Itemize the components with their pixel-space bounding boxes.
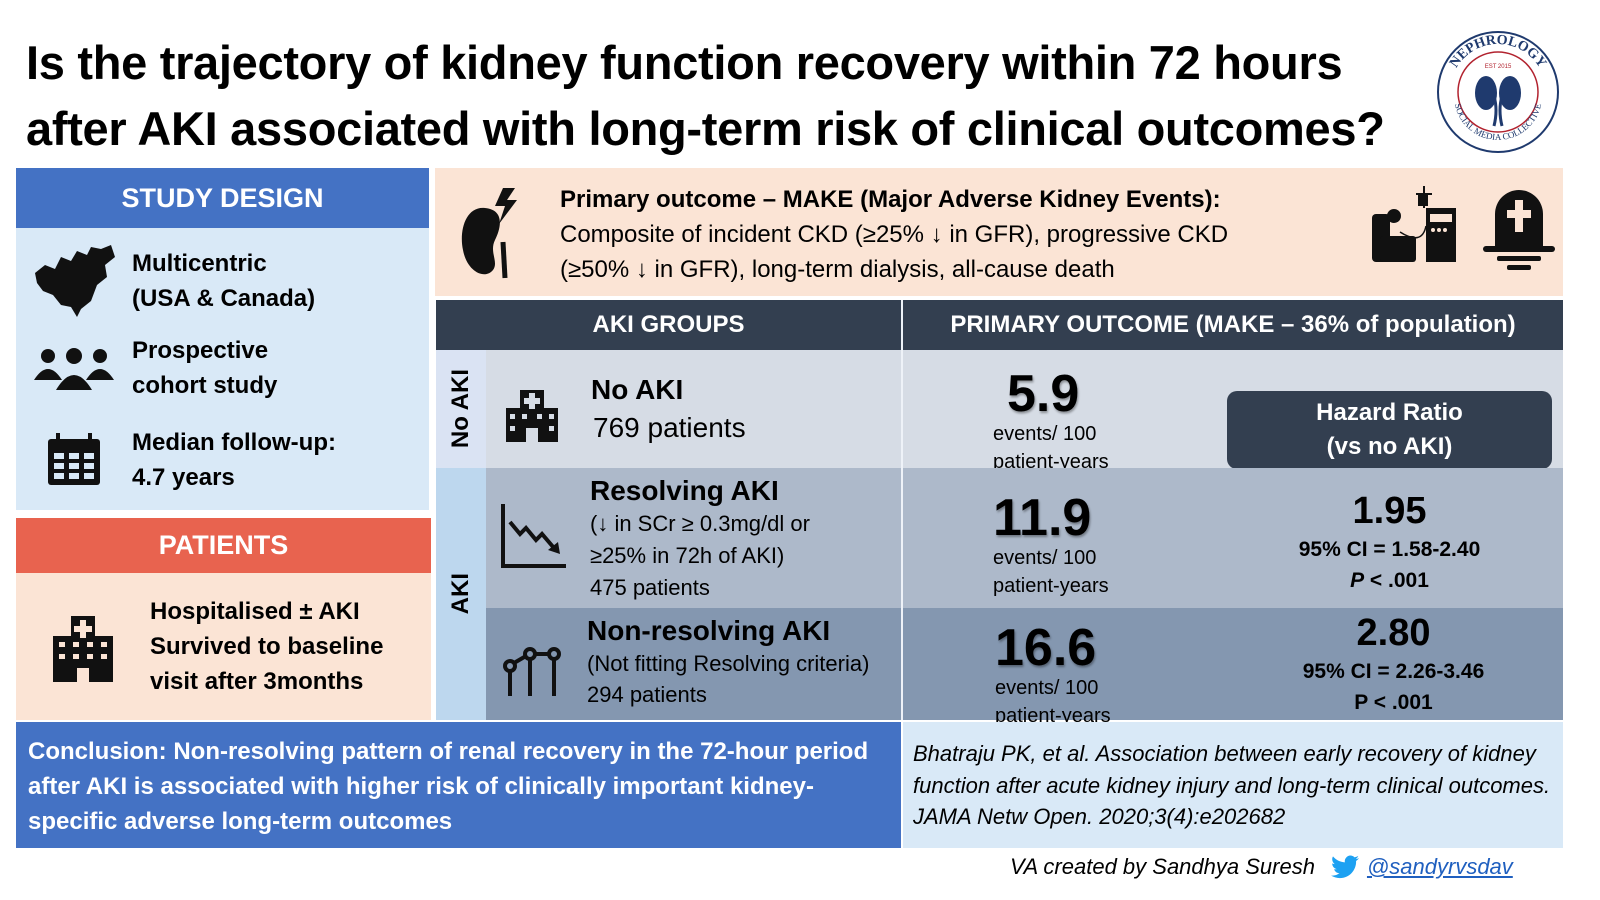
side-label-no-aki: No AKI bbox=[436, 350, 486, 468]
event-rate: 11.9 bbox=[993, 489, 1092, 547]
p-text: < .001 bbox=[1364, 569, 1429, 592]
event-rate: 5.9 bbox=[1007, 365, 1080, 423]
study-text: 4.7 years bbox=[132, 464, 235, 491]
table-row-no-aki: No AKI 769 patients 5.9 events/ 100 pati… bbox=[486, 350, 1563, 473]
p-value: P < .001 bbox=[1231, 688, 1556, 718]
primary-outcome-header: PRIMARY OUTCOME (MAKE – 36% of populatio… bbox=[903, 300, 1563, 350]
patients-header: PATIENTS bbox=[16, 518, 431, 573]
conclusion-box: Conclusion: Non-resolving pattern of ren… bbox=[16, 722, 901, 848]
credit-text: VA created by Sandhya Suresh bbox=[1010, 854, 1315, 879]
events-unit: patient-years bbox=[993, 575, 1109, 597]
primary-outcome-line: (≥50% ↓ in GFR), long-term dialysis, all… bbox=[560, 256, 1115, 283]
study-text: Prospective bbox=[132, 337, 269, 364]
group-name: No AKI bbox=[591, 374, 684, 405]
declining-chart-icon bbox=[501, 504, 566, 568]
events-unit: events/ 100 bbox=[995, 677, 1099, 699]
patients-text: visit after 3months bbox=[150, 668, 364, 695]
nephrology-logo: NEPHROLOGY SOCIAL MEDIA COLLECTIVE EST 2… bbox=[1437, 31, 1559, 153]
people-group-icon bbox=[34, 348, 114, 390]
events-unit: patient-years bbox=[995, 705, 1111, 727]
group-criteria: (Not fitting Resolving criteria) bbox=[587, 651, 870, 676]
hazard-ratio-value: 1.95 bbox=[1352, 490, 1427, 532]
group-name: Non-resolving AKI bbox=[587, 615, 831, 646]
study-text: cohort study bbox=[132, 372, 278, 399]
column-divider bbox=[901, 300, 903, 720]
north-america-map-icon bbox=[35, 245, 115, 317]
credit-line: VA created by Sandhya Suresh @sandyrvsda… bbox=[1010, 850, 1513, 884]
study-text: Median follow-up: bbox=[132, 429, 336, 456]
hospital-icon bbox=[53, 615, 113, 682]
p-label: P bbox=[1350, 569, 1365, 592]
confidence-interval: 95% CI = 2.26-3.46 bbox=[1302, 660, 1485, 683]
side-label-text: AKI bbox=[447, 573, 474, 615]
kidney-pain-icon bbox=[461, 188, 517, 279]
primary-outcome-panel: Primary outcome – MAKE (Major Adverse Ki… bbox=[435, 168, 1563, 296]
aki-groups-header: AKI GROUPS bbox=[436, 300, 901, 350]
dialysis-icon bbox=[1372, 186, 1456, 262]
p-value: P < .001 bbox=[1227, 566, 1552, 596]
study-item-cohort: Prospective cohort study bbox=[16, 322, 429, 414]
events-unit: patient-years bbox=[993, 451, 1109, 473]
study-text: (USA & Canada) bbox=[132, 285, 316, 312]
twitter-icon bbox=[1330, 855, 1359, 879]
side-label-text: No AKI bbox=[447, 369, 474, 449]
hazard-ratio-value: 2.80 bbox=[1356, 612, 1431, 654]
primary-outcome-line: Composite of incident CKD (≥25% ↓ in GFR… bbox=[560, 221, 1229, 248]
event-rate: 16.6 bbox=[995, 619, 1097, 677]
citation-box: Bhatraju PK, et al. Association between … bbox=[903, 722, 1563, 848]
twitter-handle-link[interactable]: @sandyrvsdav bbox=[1366, 854, 1513, 879]
study-design-header: STUDY DESIGN bbox=[16, 168, 429, 228]
group-criteria: ≥25% in 72h of AKI) bbox=[590, 543, 785, 568]
hazard-ratio-title: Hazard Ratio bbox=[1316, 399, 1463, 426]
fluctuating-chart-icon bbox=[503, 647, 561, 696]
study-text: Multicentric bbox=[132, 250, 267, 277]
calendar-icon bbox=[48, 433, 100, 485]
group-patients: 769 patients bbox=[593, 412, 746, 443]
group-patients: 294 patients bbox=[587, 682, 707, 707]
group-name: Resolving AKI bbox=[590, 475, 779, 506]
p-text: < .001 bbox=[1367, 691, 1433, 714]
confidence-interval: 95% CI = 1.58-2.40 bbox=[1298, 538, 1481, 561]
patients-text: Survived to baseline bbox=[150, 633, 384, 660]
hospital-icon bbox=[506, 390, 558, 442]
patients-panel: Hospitalised ± AKI Survived to baseline vi… bbox=[16, 573, 431, 720]
events-unit: events/ 100 bbox=[993, 547, 1097, 569]
study-design-panel: Multicentric (USA & Canada) Prospective co… bbox=[16, 228, 429, 510]
primary-outcome-title: Primary outcome – MAKE (Major Adverse Ki… bbox=[560, 186, 1221, 213]
group-criteria: (↓ in SCr ≥ 0.3mg/dl or bbox=[590, 511, 810, 536]
p-label: P bbox=[1354, 691, 1368, 714]
patients-text: Hospitalised ± AKI bbox=[150, 598, 360, 625]
study-item-multicentric: Multicentric (USA & Canada) bbox=[16, 228, 429, 322]
table-row-non-resolving-aki: Non-resolving AKI (Not fitting Resolving… bbox=[486, 608, 1563, 727]
hazard-ratio-header: Hazard Ratio (vs no AKI) bbox=[1227, 391, 1552, 469]
study-item-followup: Median follow-up: 4.7 years bbox=[16, 414, 429, 506]
side-label-aki: AKI bbox=[436, 468, 486, 720]
group-patients: 475 patients bbox=[590, 575, 710, 600]
hazard-ratio-subtitle: (vs no AKI) bbox=[1326, 433, 1453, 460]
table-row-resolving-aki: Resolving AKI (↓ in SCr ≥ 0.3mg/dl or ≥2… bbox=[486, 468, 1563, 608]
svg-text:EST 2015: EST 2015 bbox=[1485, 64, 1512, 70]
tombstone-icon bbox=[1483, 190, 1555, 270]
page-title: Is the trajectory of kidney function rec… bbox=[26, 36, 1385, 155]
events-unit: events/ 100 bbox=[993, 423, 1097, 445]
